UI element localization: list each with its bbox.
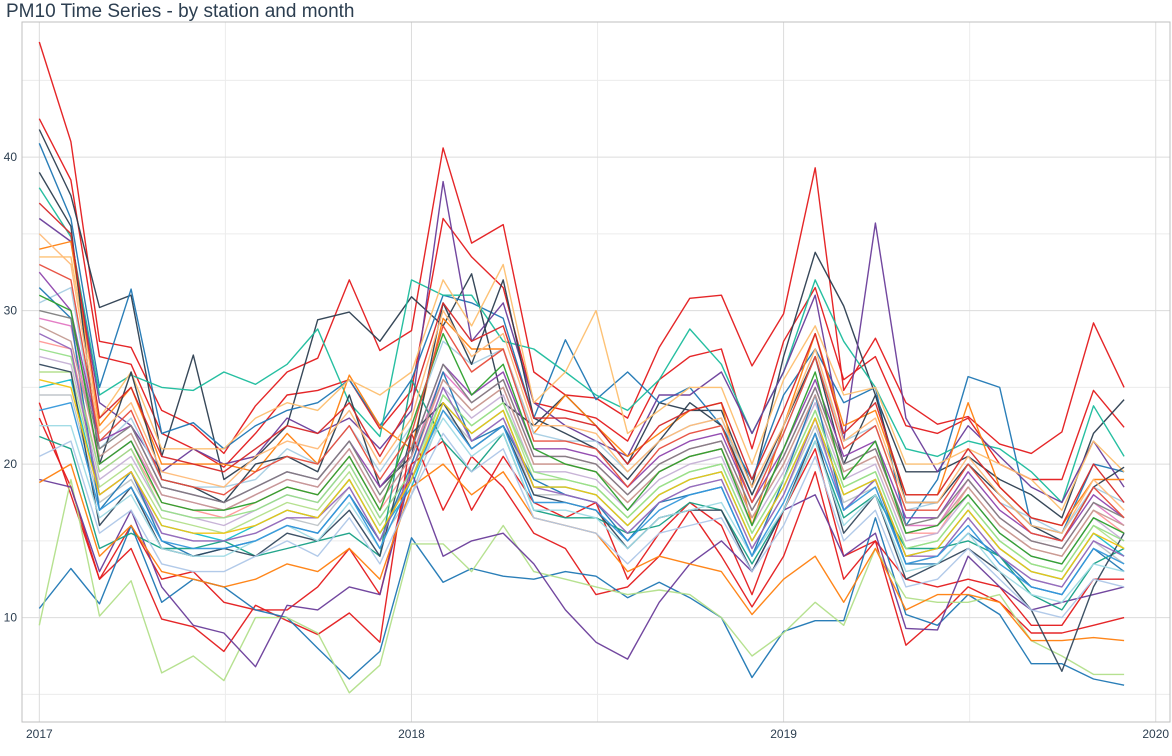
series-line-30 [38,432,1125,619]
series-line-38 [39,379,1125,580]
series-line-29 [38,202,1125,527]
series-line-34 [38,294,1125,565]
series-line-27 [39,417,1125,603]
series-line-14 [39,355,1125,565]
series-line-22 [38,478,1125,694]
series-line-31 [39,348,1125,573]
series-line-7 [39,240,1125,527]
series-line-10 [38,172,1125,542]
series-line-36 [38,263,1125,542]
y-tick-label: 10 [4,611,18,625]
series-line-16 [39,379,1125,580]
series-line-2 [38,118,1125,481]
y-tick-label: 40 [4,150,18,164]
y-tick-label: 30 [4,304,18,318]
series-layer [38,41,1125,694]
y-tick-label: 20 [4,457,18,471]
series-line-35 [38,332,1125,588]
series-line-28 [38,233,1125,534]
series-line-24 [39,379,1125,611]
series-line-23 [39,471,1125,668]
plot-border [21,21,1171,723]
chart-title: PM10 Time Series - by station and month [6,1,355,22]
series-line-8 [39,256,1125,511]
series-line-4 [38,143,1125,534]
x-tick-label: 2019 [770,727,797,741]
grid-layer [21,21,1171,723]
series-line-33 [39,309,1125,550]
tick-label-layer: 10 20 30 40 2017 2018 2019 2020 [4,150,1170,741]
series-line-5 [38,187,1125,504]
series-line-6 [38,180,1125,504]
x-tick-label: 2018 [398,727,425,741]
series-line-19 [38,417,1125,626]
series-line-20 [38,402,1125,653]
x-tick-label: 2020 [1142,727,1169,741]
series-line-37 [39,402,1125,596]
x-tick-label: 2017 [26,727,53,741]
